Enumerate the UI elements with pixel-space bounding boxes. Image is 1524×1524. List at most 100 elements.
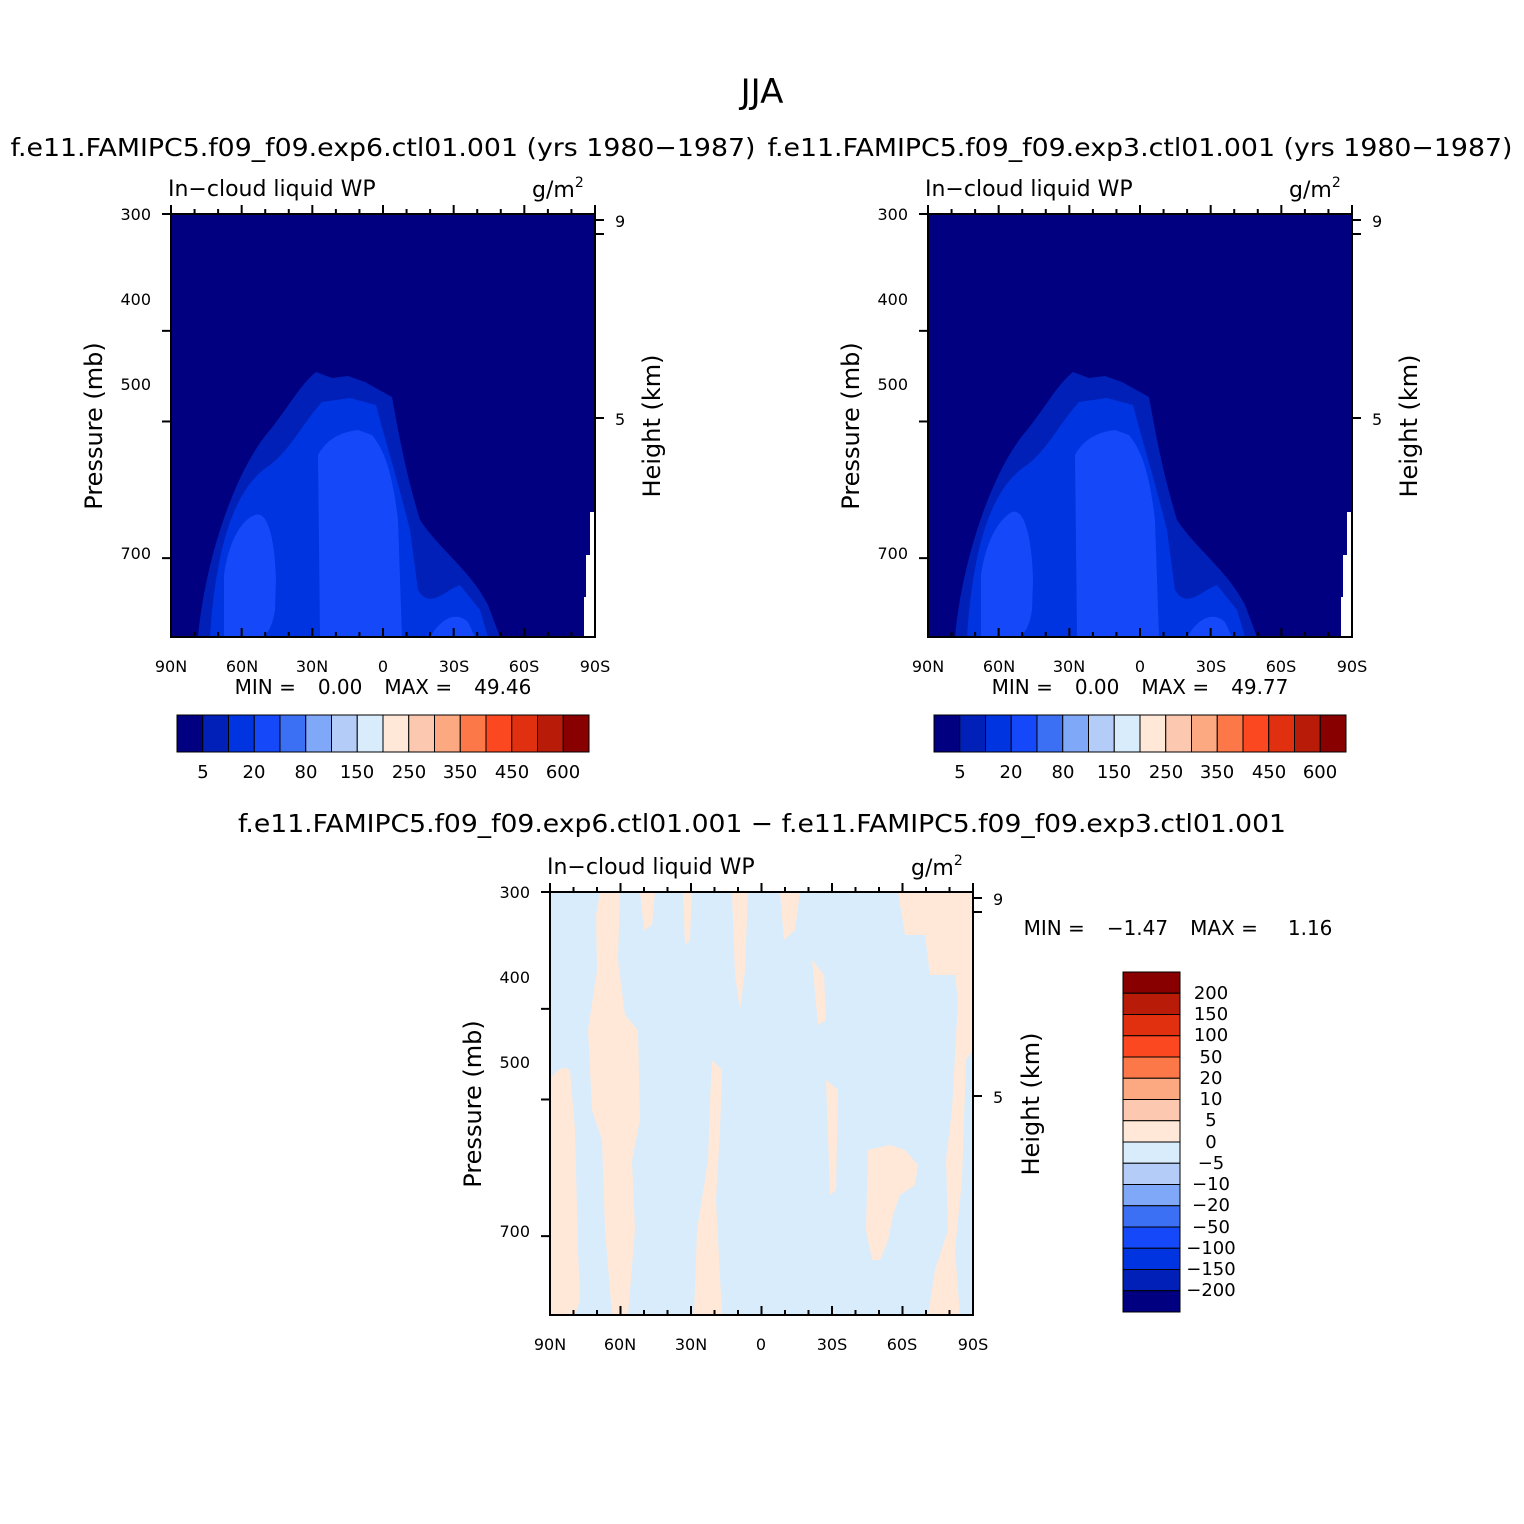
y-tick-label: 500	[499, 1053, 530, 1072]
colorbar-swatch	[1122, 1205, 1181, 1228]
panel-title: f.e11.FAMIPC5.f09_f09.exp3.ctl01.001 (yr…	[768, 133, 1513, 162]
colorbar-label: 5	[954, 762, 965, 783]
x-tick-label: 30S	[1196, 657, 1227, 676]
units-label: g/m2	[532, 175, 584, 203]
min-max-readout: MIN = 0.00 MAX = 49.46	[235, 675, 532, 699]
units-label: g/m2	[1289, 175, 1341, 203]
positive-region	[812, 960, 826, 1025]
variable-label: In−cloud liquid WP	[547, 855, 755, 880]
y-tick-label: 400	[120, 290, 151, 309]
axis-ticks	[162, 205, 604, 637]
colorbar-label: 5	[1205, 1110, 1216, 1131]
y2-tick-label: 5	[993, 1088, 1003, 1107]
colorbar-label: −200	[1186, 1280, 1235, 1301]
y-axis-title: Pressure (mb)	[837, 342, 865, 509]
y2-axis-title: Height (km)	[1395, 355, 1423, 498]
colorbar-swatch	[1122, 1035, 1181, 1058]
x-tick-label: 60S	[509, 657, 540, 676]
colorbar-swatch	[1122, 1247, 1181, 1270]
positive-region	[826, 1080, 838, 1195]
x-tick-label: 60S	[1266, 657, 1297, 676]
colorbar	[176, 714, 590, 753]
colorbar-swatch	[1165, 714, 1192, 753]
colorbar-swatch	[1268, 714, 1295, 753]
y2-tick-label: 5	[1372, 410, 1382, 429]
positive-region	[898, 892, 973, 1315]
colorbar-swatch	[1122, 1269, 1181, 1292]
colorbar-swatch	[1122, 1141, 1181, 1164]
colorbar-swatch	[331, 714, 358, 753]
positive-region	[732, 892, 748, 1010]
x-tick-label: 30S	[439, 657, 470, 676]
colorbar-swatch	[228, 714, 255, 753]
x-tick-label: 0	[378, 657, 388, 676]
panel-exp3: f.e11.FAMIPC5.f09_f09.exp3.ctl01.001 (yr…	[768, 133, 1513, 783]
colorbar-label: 20	[243, 762, 266, 783]
x-tick-label: 60N	[604, 1335, 636, 1354]
colorbar-swatch	[1122, 1077, 1181, 1100]
colorbar-label: −100	[1186, 1238, 1235, 1259]
colorbar-swatch	[382, 714, 410, 753]
colorbar-label: 50	[1200, 1047, 1223, 1068]
colorbar-label: 20	[1200, 1068, 1223, 1089]
y2-tick-label: 5	[615, 410, 625, 429]
contour-level-3-south	[430, 616, 475, 637]
panel-title: f.e11.FAMIPC5.f09_f09.exp6.ctl01.001 − f…	[238, 809, 1286, 838]
positive-region	[550, 1068, 580, 1315]
colorbar-label: 5	[197, 762, 208, 783]
colorbar-label: 600	[546, 762, 580, 783]
units-label: g/m2	[911, 853, 963, 881]
colorbar-label: 150	[340, 762, 374, 783]
colorbar-label: 450	[1252, 762, 1286, 783]
min-max-readout: MIN = −1.47 MAX = 1.16	[1024, 916, 1333, 940]
axis-ticks	[919, 205, 1361, 637]
x-tick-label: 90N	[534, 1335, 566, 1354]
colorbar-label: 20	[1000, 762, 1023, 783]
y-tick-label: 500	[877, 375, 908, 394]
colorbar-swatch	[253, 714, 281, 753]
colorbar-swatch	[1010, 714, 1038, 753]
colorbar-swatch	[459, 714, 487, 753]
colorbar-label: 150	[1097, 762, 1131, 783]
contour-field	[171, 214, 595, 637]
positive-region	[640, 892, 655, 930]
colorbar-swatch	[1191, 714, 1218, 753]
colorbar-swatch	[1139, 714, 1167, 753]
y2-axis-title: Height (km)	[638, 355, 666, 498]
positive-region	[694, 1060, 722, 1315]
colorbar-swatch	[1122, 1226, 1181, 1249]
contour-level-3-south	[1187, 616, 1232, 637]
colorbar-swatch	[176, 714, 204, 753]
variable-label: In−cloud liquid WP	[925, 177, 1133, 202]
colorbar-swatch	[1122, 992, 1181, 1015]
x-tick-label: 30N	[675, 1335, 707, 1354]
y2-tick-label: 9	[993, 890, 1003, 909]
colorbar-swatch	[1088, 714, 1115, 753]
colorbar-label: 100	[1194, 1025, 1228, 1046]
contour-level-3	[224, 514, 276, 637]
colorbar-swatch	[1122, 1184, 1181, 1207]
x-tick-label: 90S	[580, 657, 611, 676]
contour-field	[928, 214, 1352, 637]
missing-data	[584, 512, 595, 637]
colorbar-label: 350	[443, 762, 477, 783]
axis-ticks	[541, 883, 982, 1315]
x-tick-label: 30N	[1053, 657, 1085, 676]
colorbar-label: 600	[1303, 762, 1337, 783]
colorbar-label: −10	[1192, 1174, 1230, 1195]
colorbar	[933, 714, 1347, 753]
colorbar-swatch	[1242, 714, 1270, 753]
colorbar-label: 0	[1205, 1132, 1216, 1153]
colorbar-swatch	[1294, 714, 1321, 753]
colorbar-swatch	[434, 714, 461, 753]
x-tick-label: 60S	[887, 1335, 918, 1354]
y2-tick-label: 9	[1372, 212, 1382, 231]
colorbar-swatch	[1122, 1120, 1181, 1143]
colorbar-label: −5	[1198, 1153, 1225, 1174]
y-tick-label: 300	[120, 205, 151, 224]
variable-label: In−cloud liquid WP	[168, 177, 376, 202]
colorbar-label: 150	[1194, 1004, 1228, 1025]
page-title: JJA	[739, 72, 784, 112]
colorbar-label: 80	[295, 762, 318, 783]
